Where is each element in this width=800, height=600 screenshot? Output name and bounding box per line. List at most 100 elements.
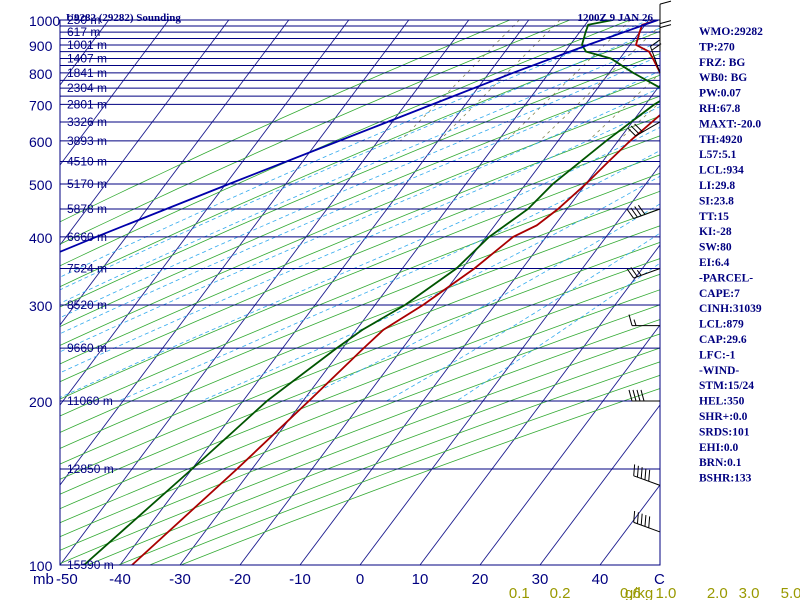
height-label: 11060 m <box>67 394 113 408</box>
wind-barb <box>659 20 672 52</box>
dry-adiabat-line <box>60 319 660 551</box>
wind-barb-feather <box>648 469 651 482</box>
profile-lines <box>60 20 682 565</box>
temperature-point <box>635 44 637 46</box>
isotherm-line <box>60 20 230 246</box>
wind-barb-feather <box>650 39 661 47</box>
temp-tick-label: -50 <box>56 571 78 588</box>
dewpoint-point <box>455 267 458 270</box>
wind-barb-feather <box>630 267 638 277</box>
wind-barb-feather <box>626 208 635 219</box>
dewpoint-point <box>610 57 612 60</box>
mixing-ratio-line <box>657 138 660 142</box>
dewpoint-point <box>653 103 656 106</box>
dry-adiabat-line <box>60 53 660 308</box>
dewpoint-point <box>266 400 268 402</box>
temperature-point <box>652 57 654 60</box>
mixing-ratio-label: 3.0 <box>739 585 760 600</box>
wind-barb-feather <box>644 468 647 480</box>
temperature-point <box>672 104 674 106</box>
temperature-point <box>680 97 682 99</box>
temperature-point <box>536 224 538 227</box>
height-label: 617 m <box>67 25 100 39</box>
pressure-tick-label: 600 <box>29 134 53 150</box>
wind-barb-staff <box>633 268 661 279</box>
wind-barb-feather <box>648 516 651 528</box>
wind-barb-feather <box>634 123 644 133</box>
pressure-tick-label: 100 <box>29 558 53 574</box>
wind-barb-feather <box>626 268 635 279</box>
isotherm-line <box>479 324 660 565</box>
isotherm-line <box>299 84 660 565</box>
temperature-point <box>422 304 424 306</box>
wind-barb <box>633 464 661 486</box>
temperature-point <box>236 468 238 470</box>
wind-barb-feather <box>640 513 643 526</box>
wind-barb <box>628 389 660 402</box>
wind-barb-feather <box>633 464 636 476</box>
temperature-point <box>382 329 385 331</box>
temp-tick-label: -20 <box>229 571 251 588</box>
mixing-ratio-line <box>618 101 660 142</box>
isotherm-line <box>60 20 170 166</box>
height-label: 9660 m <box>67 341 107 355</box>
pressure-tick-label: 800 <box>29 66 53 82</box>
isotherm-line <box>659 564 660 565</box>
isotherm-line <box>539 404 660 565</box>
height-label: 15590 m <box>67 558 114 572</box>
height-label: 3326 m <box>67 115 107 129</box>
wind-barb-feather <box>640 389 645 402</box>
chart-date: 1200Z 9 JAN 26 <box>578 12 654 24</box>
dewpoint-point <box>605 140 607 142</box>
temp-tick-label: 10 <box>412 571 429 588</box>
temp-tick-label: 0 <box>356 571 364 588</box>
mixing-ratio-label: 1.0 <box>656 585 677 600</box>
dewpoint-point <box>665 97 667 99</box>
moist-adiabat-line <box>60 87 660 353</box>
dry-adiabat-line <box>60 273 660 510</box>
isotherm-line <box>60 20 290 326</box>
dewpoint-point <box>584 31 587 33</box>
parcel-point <box>431 103 434 106</box>
temp-tick-label: -40 <box>109 571 131 588</box>
wind-barb-feather <box>628 389 633 402</box>
pressure-tick-label: 900 <box>29 38 53 54</box>
moist-adiabat-line <box>60 41 660 304</box>
wind-barb <box>627 121 661 137</box>
parcel-point <box>95 236 97 238</box>
temperature-point <box>629 140 631 142</box>
dewpoint-point <box>404 304 406 306</box>
dry-adiabat-line <box>87 347 660 565</box>
wind-barb-feather <box>640 467 643 479</box>
isotherm-line <box>359 164 660 565</box>
temperature-point <box>473 267 476 270</box>
wind-barbs <box>626 0 672 533</box>
height-label: 6660 m <box>67 230 107 244</box>
wind-barb-staff <box>649 46 661 73</box>
plot-frame <box>59 19 661 566</box>
dry-adiabat-line <box>180 388 660 565</box>
dewpoint-point <box>191 468 193 470</box>
wind-barb-staff <box>633 475 661 486</box>
temp-tick-label: -10 <box>289 571 311 588</box>
mixing-ratio-line <box>400 20 520 142</box>
temperature-point <box>362 347 365 349</box>
dewpoint-point <box>488 236 490 238</box>
wind-barb-feather <box>636 270 642 276</box>
isotherm-line <box>60 20 350 406</box>
moist-adiabat-line <box>118 150 660 402</box>
wind-barb-staff <box>633 521 661 533</box>
isotherm-line <box>419 244 660 565</box>
height-label: 1001 m <box>67 38 107 52</box>
wind-barb <box>649 39 662 73</box>
pressure-tick-label: 1000 <box>29 13 60 29</box>
mixing-ratio-label: 5.0 <box>781 585 800 600</box>
mixing-ratio-label: 0.6 <box>620 585 641 600</box>
moist-adiabat-line <box>297 203 660 402</box>
wind-barb <box>633 510 661 533</box>
temperature-line <box>131 20 660 565</box>
wind-barb-feather <box>632 389 637 402</box>
mixing-ratio-label: 0.1 <box>509 585 530 600</box>
wind-barb-feather <box>659 0 672 5</box>
